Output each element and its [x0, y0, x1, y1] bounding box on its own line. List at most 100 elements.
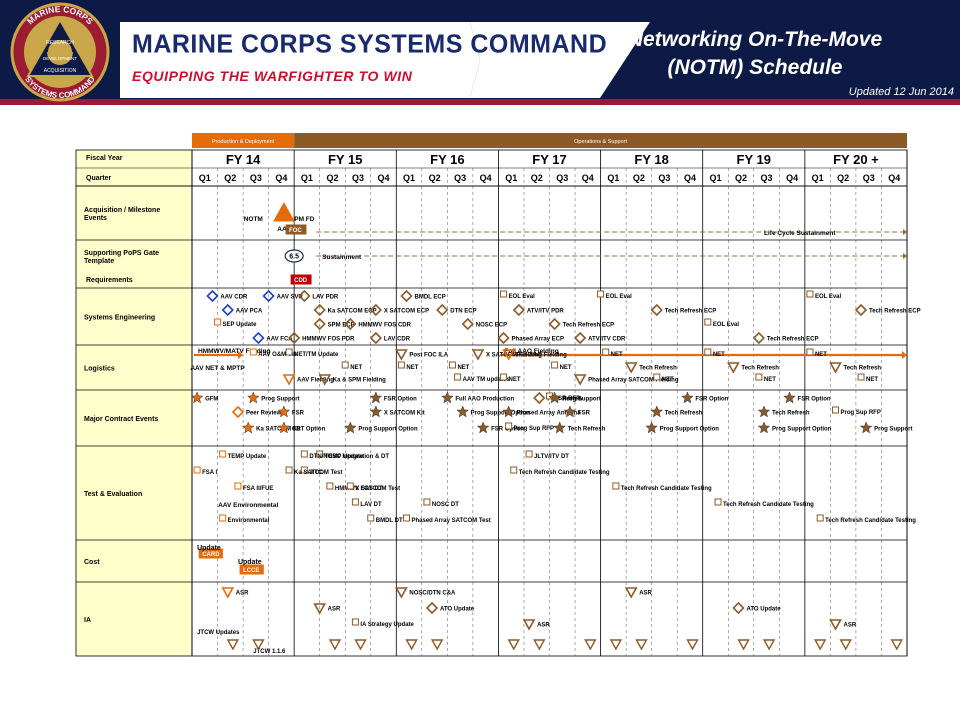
milestone-label: AAV	[277, 226, 291, 233]
fy-label: FY 15	[328, 152, 362, 167]
quarter-label: Q3	[556, 173, 568, 183]
milestone-star	[456, 405, 470, 418]
milestone-triangle-down	[502, 349, 516, 361]
milestone-diamond	[369, 331, 382, 345]
milestone-box	[704, 318, 712, 326]
slide-title: Networking On-The-Move (NOTM) Schedule	[595, 26, 915, 82]
milestone-label: Prog Support Option	[772, 427, 832, 433]
quarter-label: Q1	[505, 173, 517, 183]
milestone-label: LCCE	[243, 568, 259, 574]
milestone-label: Ka & SPM Fielding	[333, 378, 386, 384]
milestone-star	[343, 421, 357, 434]
milestone-box	[397, 361, 405, 369]
seal-inner-3: ACQUISITION	[44, 68, 77, 74]
jtcw-updates-label: JTCW Updates	[197, 630, 240, 636]
milestone-box	[300, 466, 308, 474]
milestone-label: DTN/NOSC Integration & DT	[309, 454, 389, 460]
milestone-triangle-down	[221, 587, 235, 599]
milestone-star	[441, 391, 454, 404]
milestone-label: NET	[662, 377, 674, 383]
quarter-label: Q2	[224, 173, 236, 183]
fy-label: FY 18	[634, 152, 668, 167]
milestone-label: FSR	[292, 411, 305, 417]
milestone-diamond	[298, 289, 311, 303]
quarter-label: Q2	[531, 173, 543, 183]
milestone-box	[219, 450, 227, 458]
milestone-box	[219, 514, 227, 522]
banner-graphic	[0, 0, 960, 105]
milestone-box	[806, 348, 814, 356]
milestone-box	[403, 514, 410, 522]
milestone-star	[369, 405, 383, 418]
milestone-label: NET	[350, 365, 362, 371]
milestone-diamond	[252, 331, 265, 345]
milestone-label: ASR	[639, 591, 652, 597]
milestone-label: Tech Refresh Candidate Testing	[825, 518, 916, 524]
jtcw-marker	[533, 639, 546, 651]
milestone-box	[816, 514, 824, 522]
quarter-label: Q1	[301, 173, 313, 183]
row-label: Systems Engineering	[84, 315, 155, 322]
quarter-axis-label: Quarter	[86, 175, 112, 182]
milestone-label: Phased Array SATCOM Test	[412, 518, 491, 524]
milestone-label: Tech Refresh Candidate Testing	[519, 470, 610, 476]
milestone-label: Full AAO Fielding	[517, 353, 567, 359]
milestone-star	[548, 391, 561, 404]
milestone-star	[650, 405, 664, 418]
quarter-label: Q4	[888, 173, 900, 183]
milestone-label: Peer Review	[246, 411, 282, 417]
milestone-box	[351, 498, 359, 506]
phase-bar	[294, 133, 908, 148]
milestone-label: AAV Environmental	[218, 502, 278, 509]
milestone-diamond	[206, 289, 219, 303]
milestone-triangle-down	[395, 587, 408, 599]
phase-label: Operations & Support	[574, 139, 627, 145]
quarter-label: Q1	[607, 173, 619, 183]
jtcw-marker	[813, 639, 827, 651]
milestone-label: AAV PCA	[236, 309, 263, 315]
milestone-label: NET	[560, 365, 572, 371]
milestone-triangle-down	[522, 619, 536, 631]
quarter-label: Q3	[761, 173, 773, 183]
milestone-triangle-down	[282, 374, 296, 386]
bar-label: Sustainment	[322, 254, 362, 261]
jtcw-marker	[890, 639, 903, 651]
milestone-label: LAV DT	[360, 502, 382, 508]
milestone-box	[653, 373, 661, 381]
bar-label: Life Cycle Sustainment	[764, 230, 836, 237]
jtcw-marker	[430, 639, 444, 651]
milestone-label: FSA II/FUE	[243, 486, 273, 492]
quarter-label: Q3	[863, 173, 875, 183]
milestone-box	[448, 361, 456, 369]
milestone-diamond	[262, 289, 275, 303]
milestone-label: 6.5	[289, 254, 299, 261]
milestone-star	[277, 405, 291, 418]
milestone-box	[525, 450, 533, 458]
milestone-label: LAV PDR	[312, 295, 339, 301]
milestone-label: HMMWV FOS DT	[335, 486, 383, 492]
phase-label: Production & Deployment	[212, 139, 275, 145]
row-label: Events	[84, 215, 107, 222]
milestone-label: NOSC ECP	[476, 323, 507, 329]
fy-label: FY 20 +	[833, 152, 879, 167]
row-label: Major Contract Events	[84, 416, 158, 423]
milestone-star	[476, 421, 490, 434]
milestone-label: FSR Option	[384, 397, 417, 403]
milestone-label: ATO Update	[746, 607, 781, 613]
milestone-label: FSR Option	[798, 397, 831, 403]
row-label: Acquisition / Milestone	[84, 207, 160, 214]
milestone-label: NOTM	[244, 216, 263, 223]
seal-inner-2: DEVELOPMENT	[43, 56, 77, 61]
milestone-diamond	[288, 331, 301, 345]
quarter-label: Q1	[199, 173, 211, 183]
row-label: Supporting PoPS Gate	[84, 250, 159, 257]
milestone-diamond	[461, 317, 474, 331]
milestone-label: Prog Support Option	[358, 427, 418, 433]
cost-update-label: Update	[197, 545, 221, 552]
milestone-label: ATO Update	[440, 607, 475, 613]
milestone-box	[367, 514, 375, 522]
milestone-box	[612, 482, 620, 490]
org-title: MARINE CORPS SYSTEMS COMMAND	[132, 29, 608, 59]
milestone-box	[341, 361, 349, 369]
milestone-label: EOL Eval	[509, 294, 536, 300]
